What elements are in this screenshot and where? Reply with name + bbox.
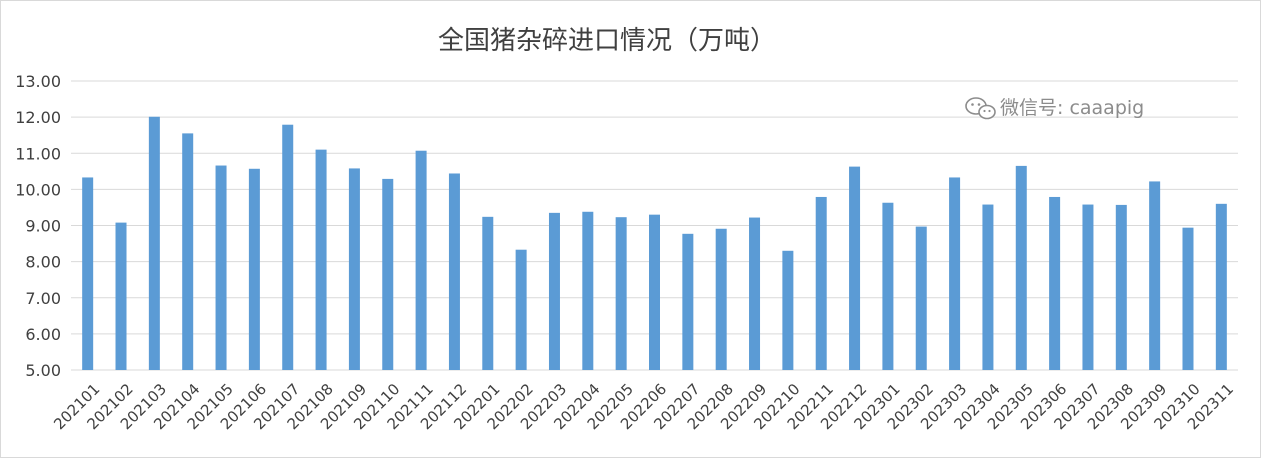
bar (1049, 196, 1061, 370)
y-tick-label: 9.00 (25, 217, 61, 236)
bar (782, 250, 794, 370)
bar (849, 166, 861, 370)
bar (182, 133, 194, 370)
x-axis-ticks: 2021012021022021032021042021052021062021… (50, 380, 1237, 433)
bar (815, 196, 827, 370)
bar (315, 149, 327, 370)
y-tick-label: 13.00 (15, 72, 61, 91)
bar (548, 212, 560, 370)
bar (749, 217, 761, 370)
watermark-text: 微信号: caaapig (1000, 97, 1144, 119)
bar (382, 178, 394, 370)
bar (82, 177, 94, 370)
bar (1149, 181, 1161, 370)
bar (248, 168, 260, 370)
y-tick-label: 6.00 (25, 325, 61, 344)
bar (1115, 204, 1127, 370)
y-tick-label: 5.00 (25, 361, 61, 380)
y-tick-label: 8.00 (25, 253, 61, 272)
bar (482, 216, 494, 370)
bar (915, 226, 927, 370)
bar (348, 168, 360, 370)
bars (82, 116, 1227, 371)
bar (515, 249, 527, 370)
bar (415, 150, 427, 370)
bar (115, 222, 127, 370)
y-tick-label: 10.00 (15, 180, 61, 199)
bar (282, 124, 294, 371)
y-tick-label: 12.00 (15, 108, 61, 127)
bar (615, 217, 627, 370)
bar (448, 173, 460, 370)
y-axis-ticks: 5.00 6.00 7.00 8.00 9.00 10.00 11.00 12.00 13.00 (15, 72, 61, 380)
bar (715, 228, 727, 370)
bar (1015, 165, 1027, 370)
bar (1215, 203, 1227, 370)
bar (982, 204, 994, 370)
y-tick-label: 11.00 (15, 144, 61, 163)
bar (215, 165, 227, 370)
watermark: 微信号: caaapig (965, 97, 1144, 120)
bar (882, 202, 894, 370)
bar (1082, 204, 1094, 370)
bar (1182, 227, 1194, 370)
chart-title: 全国猪杂碎进口情况（万吨） (438, 26, 776, 56)
bar (649, 214, 660, 370)
y-tick-label: 7.00 (25, 289, 61, 308)
bar (949, 177, 961, 370)
bar (148, 116, 160, 370)
wechat-icon (965, 97, 996, 120)
bar (682, 233, 694, 370)
bar (582, 211, 594, 370)
